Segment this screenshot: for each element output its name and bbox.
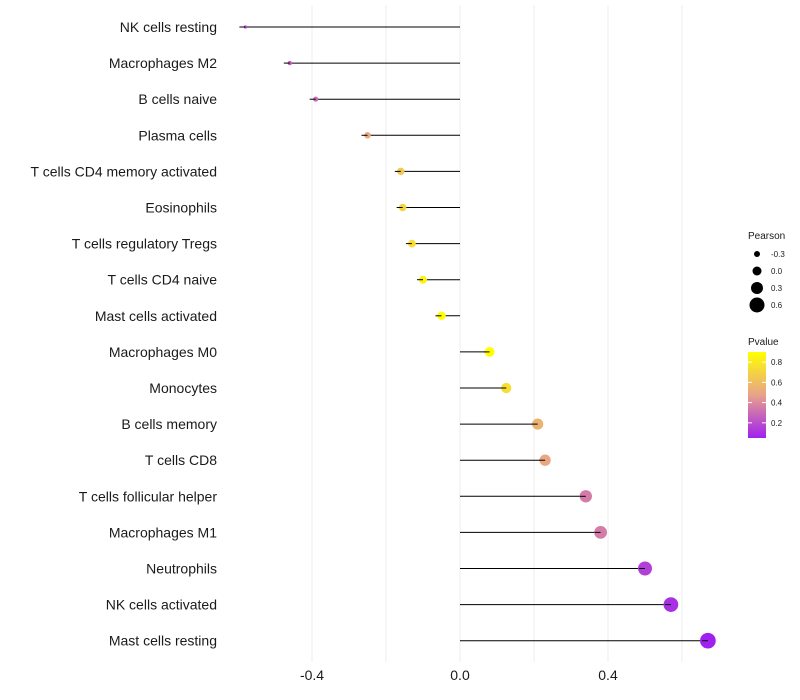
category-label: Macrophages M0 <box>109 344 217 360</box>
category-label: Plasma cells <box>138 127 217 143</box>
size-legend-dot <box>754 251 760 257</box>
category-label: T cells follicular helper <box>79 488 218 504</box>
category-label: T cells CD4 memory activated <box>31 163 217 179</box>
color-legend-label: 0.4 <box>771 399 783 408</box>
x-axis-ticks: -0.4 0.0 0.4 <box>300 667 618 683</box>
category-label: NK cells resting <box>120 19 217 35</box>
category-label: Mast cells resting <box>109 633 217 649</box>
color-legend-bar <box>748 352 766 438</box>
x-tick-label: 0.0 <box>450 667 470 683</box>
size-legend-label: 0.0 <box>771 267 783 276</box>
category-label: Eosinophils <box>145 200 217 216</box>
size-legend-dot <box>751 282 763 294</box>
category-label: Monocytes <box>149 380 217 396</box>
color-legend-label: 0.8 <box>771 358 783 367</box>
grid-lines <box>311 5 683 662</box>
category-label: Mast cells activated <box>95 308 217 324</box>
size-legend-dot <box>749 297 765 313</box>
color-legend-ticks: 0.8 0.6 0.4 0.2 <box>748 358 783 428</box>
category-labels: NK cells resting Macrophages M2 B cells na… <box>31 19 218 649</box>
size-legend-label: -0.3 <box>771 250 785 259</box>
category-label: B cells naive <box>138 91 217 107</box>
x-tick-label: -0.4 <box>300 667 324 683</box>
category-label: Macrophages M2 <box>109 55 217 71</box>
category-label: Neutrophils <box>146 561 217 577</box>
size-legend-dot <box>752 266 762 276</box>
size-legend-title: Pearson <box>748 231 785 242</box>
size-legend-label: 0.3 <box>771 284 783 293</box>
color-legend-title: Pvalue <box>748 337 779 348</box>
category-label: T cells CD4 naive <box>108 272 218 288</box>
stems <box>245 26 708 642</box>
legend: Pearson -0.30.00.30.6 Pvalue 0.80.60.40.… <box>748 231 785 438</box>
data-points <box>239 25 716 649</box>
color-legend-label: 0.6 <box>771 378 783 387</box>
color-legend-label: 0.2 <box>771 419 783 428</box>
x-tick-label: 0.4 <box>598 667 618 683</box>
category-label: B cells memory <box>121 416 217 432</box>
category-label: Macrophages M1 <box>109 524 217 540</box>
size-legend-label: 0.6 <box>771 301 783 310</box>
category-label: T cells CD8 <box>145 452 217 468</box>
category-label: T cells regulatory Tregs <box>72 236 217 252</box>
size-legend: -0.3 0.0 0.3 0.6 <box>749 250 785 313</box>
category-label: NK cells activated <box>106 597 217 613</box>
